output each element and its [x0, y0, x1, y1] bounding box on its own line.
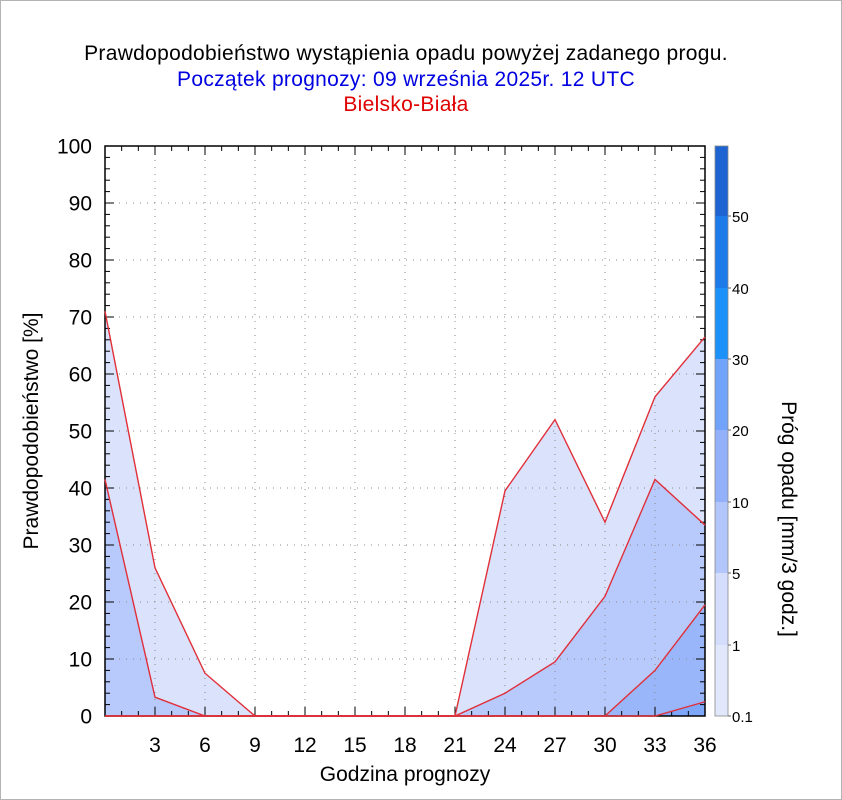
y-axis-label: Prawdopodobieństwo [%]: [20, 313, 43, 550]
y-tick-label: 30: [69, 535, 92, 558]
y-tick-label: 70: [69, 307, 92, 330]
colorbar-tick-label: 20: [732, 423, 749, 440]
colorbar-tick-label: 1: [732, 638, 740, 655]
colorbar-tick-label: 0.1: [732, 709, 753, 726]
colorbar-tick-label: 40: [732, 281, 749, 298]
colorbar-band: [715, 573, 728, 645]
area-layer: [105, 311, 705, 716]
colorbar-axis-label: Próg opadu [mm/3 godz.]: [777, 401, 800, 637]
x-tick-label: 30: [593, 734, 616, 757]
colorbar-tick-label: 50: [732, 209, 749, 226]
y-tick-labels: 0 10 20 30 40 50 60 70 80 90 100: [57, 136, 92, 729]
colorbar: [714, 145, 731, 717]
y-tick-label: 20: [69, 592, 92, 615]
x-tick-label: 6: [199, 734, 211, 757]
x-tick-label: 27: [543, 734, 566, 757]
colorbar-band: [715, 502, 728, 573]
colorbar-band: [715, 288, 728, 359]
y-tick-label: 100: [57, 136, 92, 159]
colorbar-band: [715, 216, 728, 288]
x-tick-label: 18: [393, 734, 416, 757]
colorbar-band: [715, 146, 728, 216]
colorbar-frame: [714, 145, 729, 717]
x-tick-label: 3: [149, 734, 161, 757]
line-layer: [104, 311, 706, 717]
x-tick-label: 36: [693, 734, 716, 757]
y-tick-label: 60: [69, 364, 92, 387]
location-label: Bielsko-Biała: [343, 93, 469, 116]
y-tick-label: 40: [69, 478, 92, 501]
x-tick-label: 9: [249, 734, 261, 757]
x-axis-label: Godzina prognozy: [320, 763, 491, 786]
colorbar-tick-label: 30: [732, 352, 749, 369]
x-tick-label: 21: [443, 734, 466, 757]
x-tick-label: 15: [343, 734, 366, 757]
x-tick-label: 33: [643, 734, 666, 757]
colorbar-tick-labels: 0.1 1 5 10 20 30 40 50: [732, 209, 753, 726]
x-tick-labels: 3 6 9 12 15 18 21 24 27 30 33 36: [149, 734, 717, 757]
colorbar-tick-label: 5: [732, 566, 740, 583]
y-tick-label: 90: [69, 193, 92, 216]
y-tick-label: 10: [69, 649, 92, 672]
colorbar-band: [715, 645, 728, 716]
y-tick-label: 80: [69, 250, 92, 273]
area-0_1: [105, 311, 705, 716]
chart-subtitle: Początek prognozy: 09 września 2025r. 12…: [177, 68, 635, 91]
chart-title: Prawdopodobieństwo wystąpienia opadu pow…: [84, 42, 728, 65]
x-tick-label: 24: [493, 734, 517, 757]
area-5: [105, 604, 705, 716]
series-line-10: [105, 701, 706, 717]
x-tick-label: 12: [293, 734, 316, 757]
colorbar-band: [715, 359, 728, 430]
colorbar-tick-label: 10: [732, 495, 749, 512]
colorbar-band: [715, 430, 728, 502]
y-tick-label: 50: [69, 421, 92, 444]
y-tick-label: 0: [80, 706, 92, 729]
